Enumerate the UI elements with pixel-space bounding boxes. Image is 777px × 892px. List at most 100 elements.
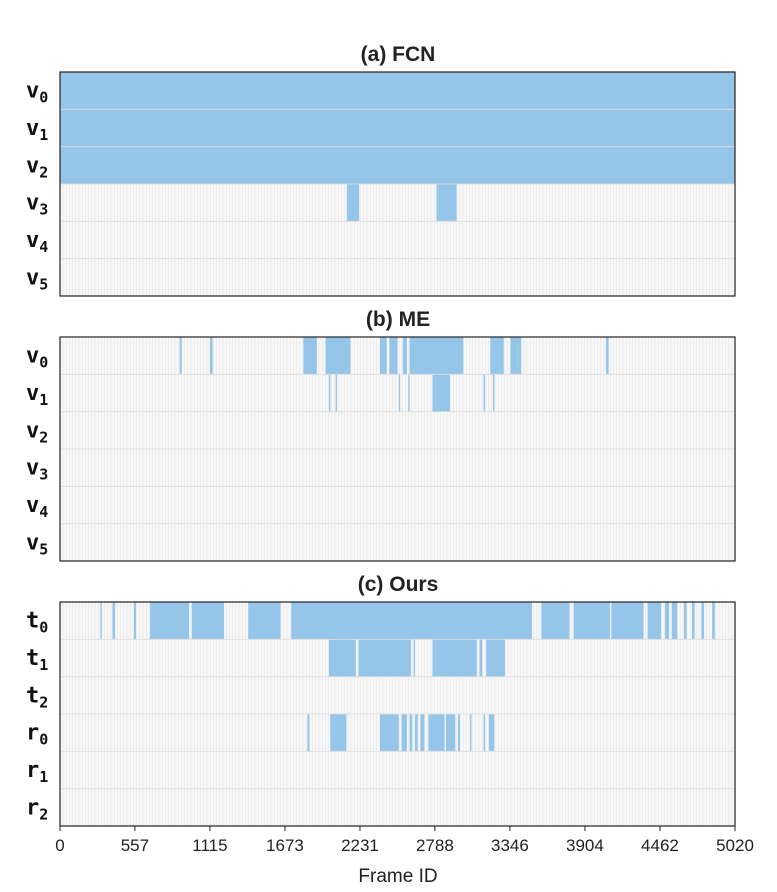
active-segment [517, 337, 522, 375]
active-segment [428, 714, 445, 752]
active-segment [133, 602, 136, 640]
x-tick-label: 5020 [716, 836, 754, 855]
active-segment [479, 639, 483, 677]
active-segment [401, 714, 407, 752]
active-segment [402, 337, 407, 375]
active-segment [328, 639, 356, 677]
active-segment [490, 337, 504, 375]
row-label: r2 [26, 795, 48, 823]
active-segment [209, 337, 213, 375]
active-segment [414, 714, 418, 752]
active-segment [541, 602, 569, 640]
row-label: t0 [26, 609, 48, 637]
active-segment [413, 639, 415, 677]
row-label: v3 [26, 456, 48, 484]
x-tick-label: 2231 [341, 836, 379, 855]
x-tick-label: 0 [55, 836, 64, 855]
active-segment [436, 184, 457, 222]
active-segment [150, 602, 190, 640]
active-segment [346, 184, 360, 222]
active-segment [605, 337, 609, 375]
active-segment [408, 374, 410, 412]
active-segment [112, 602, 116, 640]
active-segment [647, 602, 662, 640]
x-tick-label: 3904 [566, 836, 604, 855]
active-segment [611, 602, 644, 640]
active-segment [380, 337, 387, 375]
row-label: v5 [26, 265, 48, 293]
active-segment [671, 602, 678, 640]
x-tick-label: 1115 [192, 836, 227, 855]
active-segment [483, 714, 485, 752]
panel-ours: (c) Ours t0 t1 t2 r0 r1 r2 [26, 573, 736, 827]
panel-fcn: (a) FCN v0 v1 v2 v3 v4 v5 [26, 43, 736, 297]
active-segment [486, 639, 506, 677]
active-segment [380, 714, 399, 752]
row-label: v0 [26, 79, 48, 107]
x-tick-label: 3346 [491, 836, 529, 855]
panel-title-ours: (c) Ours [358, 573, 439, 596]
active-segment [60, 146, 735, 184]
panel-title-me: (b) ME [366, 308, 430, 331]
row-label: v3 [26, 191, 48, 219]
active-segment [712, 602, 715, 640]
active-segment [291, 602, 532, 640]
active-segment [179, 337, 182, 375]
active-segment [492, 374, 495, 412]
x-tick-label: 2788 [416, 836, 454, 855]
active-segment [432, 639, 477, 677]
active-segment [420, 714, 425, 752]
panel-frame [59, 336, 736, 562]
active-segment [389, 337, 398, 375]
active-segment [307, 714, 310, 752]
active-segment [488, 714, 495, 752]
active-segment [409, 337, 464, 375]
active-segment [470, 714, 472, 752]
row-label: v4 [26, 228, 48, 256]
row-label: v1 [26, 381, 48, 409]
active-segment [483, 374, 485, 412]
active-segment [573, 602, 610, 640]
row-label: v2 [26, 153, 48, 181]
x-axis: Frame ID 0 557 1115 1673 2231 2788 3346 3904 446… [55, 826, 754, 887]
active-segment [568, 602, 570, 640]
active-segment [409, 714, 413, 752]
active-segment [683, 602, 687, 640]
active-segment [330, 714, 347, 752]
active-segment [398, 374, 401, 412]
active-segment [701, 602, 705, 640]
active-segment [325, 337, 351, 375]
x-tick-label: 1673 [266, 836, 304, 855]
active-segment [60, 72, 735, 110]
row-label: r1 [26, 758, 48, 786]
row-label: v1 [26, 116, 48, 144]
panel-title-fcn: (a) FCN [361, 43, 436, 66]
panel-frame [59, 71, 736, 297]
active-segment [510, 337, 518, 375]
active-segment [191, 602, 225, 640]
panel-frame [59, 601, 736, 827]
row-label: v5 [26, 530, 48, 558]
active-segment [445, 714, 456, 752]
active-segment [665, 602, 670, 640]
x-tick-label: 557 [121, 836, 149, 855]
active-segment [248, 602, 281, 640]
x-axis-label: Frame ID [358, 866, 437, 887]
panel-me: (b) ME v0 v1 v2 v3 v4 v5 [26, 308, 736, 562]
row-label: t2 [26, 683, 48, 711]
row-label: v4 [26, 493, 48, 521]
active-segment [358, 639, 411, 677]
row-label: t1 [26, 646, 48, 674]
active-segment [100, 602, 102, 640]
active-segment [458, 714, 461, 752]
row-label: v0 [26, 344, 48, 372]
row-label: v2 [26, 418, 48, 446]
active-segment [691, 602, 695, 640]
active-segment [335, 374, 337, 412]
x-tick-label: 4462 [641, 836, 679, 855]
active-segment [432, 374, 450, 412]
active-segment [60, 109, 735, 147]
row-label: r0 [26, 721, 48, 749]
active-segment [328, 374, 331, 412]
